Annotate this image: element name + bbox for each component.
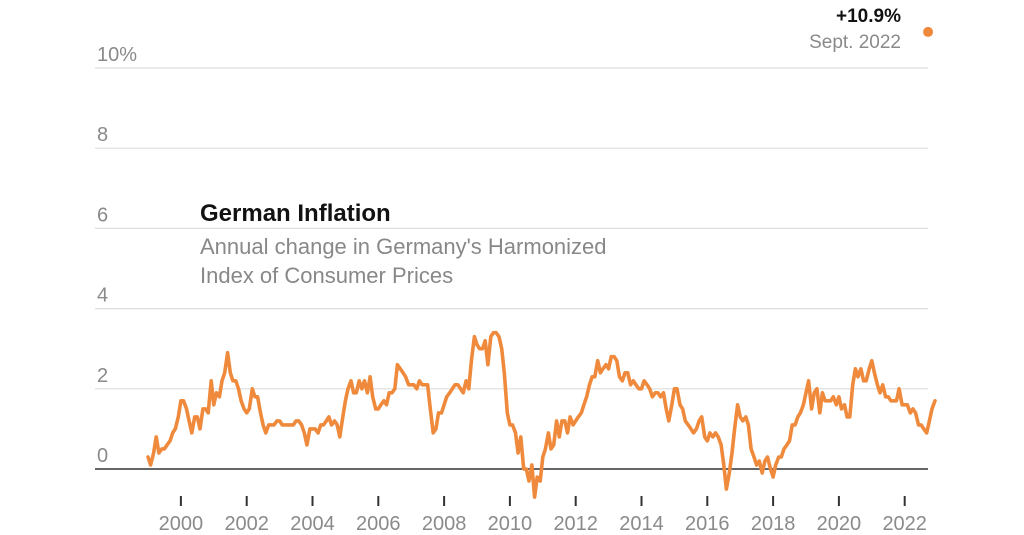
latest-date-label: Sept. 2022 <box>809 32 901 53</box>
x-tick-label: 2000 <box>159 513 204 535</box>
x-tick-label: 2016 <box>685 513 730 535</box>
x-tick-label: 2002 <box>224 513 269 535</box>
latest-value-marker <box>923 26 934 37</box>
x-axis: 2000 2002 2004 2006 2008 2010 2012 2014 2016 2018… <box>159 496 927 535</box>
x-tick-label: 2020 <box>817 513 862 535</box>
y-tick-label: 0 <box>97 445 108 467</box>
y-tick-label: 10% <box>97 44 137 66</box>
x-tick-label: 2012 <box>553 513 598 535</box>
x-tick-label: 2010 <box>488 513 533 535</box>
x-tick-label: 2006 <box>356 513 401 535</box>
x-tick-label: 2018 <box>751 513 796 535</box>
x-tick-label: 2008 <box>422 513 467 535</box>
gridlines <box>95 67 928 390</box>
chart-title: German Inflation <box>200 200 391 227</box>
y-tick-label: 6 <box>97 204 108 226</box>
x-tick-label: 2022 <box>882 513 927 535</box>
x-tick-label: 2014 <box>619 513 664 535</box>
x-tick-label: 2004 <box>290 513 335 535</box>
y-tick-label: 8 <box>97 124 108 146</box>
latest-value-label: +10.9% <box>836 6 901 27</box>
chart-subtitle-line-1: Annual change in Germany's Harmonized <box>200 234 607 259</box>
y-tick-label: 4 <box>97 285 108 307</box>
y-axis-tick-labels: 0 2 4 6 8 10% <box>97 44 137 467</box>
y-tick-label: 2 <box>97 365 108 387</box>
inflation-series-line <box>146 330 937 499</box>
chart-subtitle-line-2: Index of Consumer Prices <box>200 263 453 288</box>
